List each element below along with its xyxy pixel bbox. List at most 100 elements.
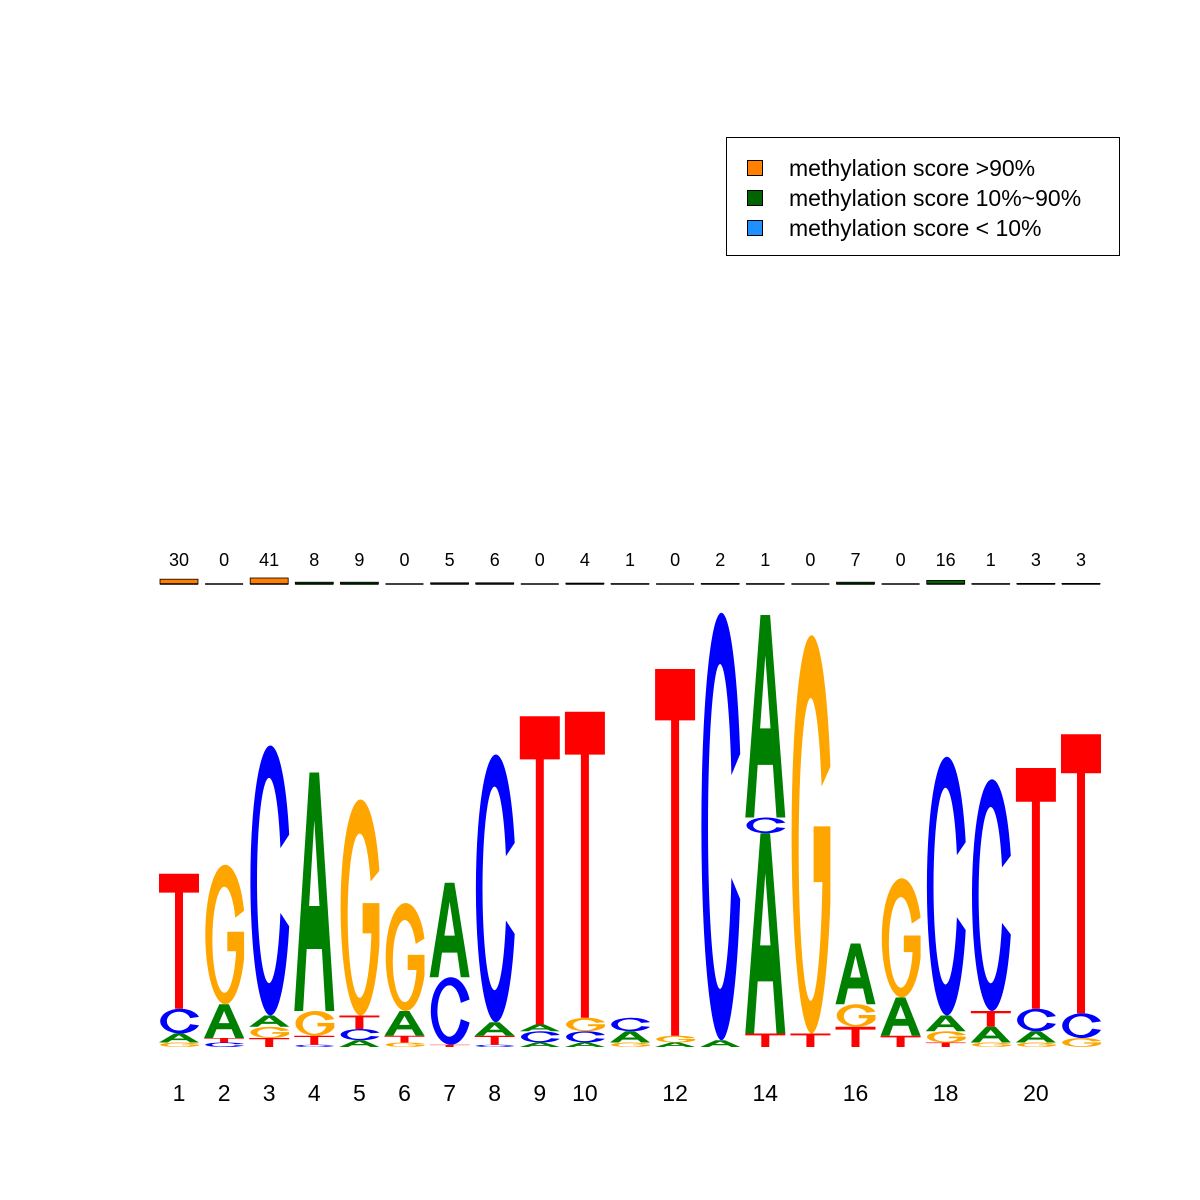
letter-T [519, 716, 560, 1025]
methylation-count: 1 [986, 550, 996, 570]
letter-C [1017, 1008, 1056, 1032]
letter-A [159, 1033, 199, 1043]
letter-A [339, 1040, 380, 1047]
letter-A [519, 1024, 560, 1032]
letter-G [385, 903, 425, 1011]
legend-item-mid: methylation score 10%~90% [747, 183, 1081, 213]
x-tick-label: 9 [533, 1080, 546, 1106]
letter-C [701, 612, 741, 1041]
methylation-counts: 30 0 41 8 9 0 5 6 0 4 1 0 2 1 0 7 0 16 1 3 3 [169, 550, 1086, 570]
legend-label-mid: methylation score 10%~90% [789, 184, 1082, 211]
letter-C [340, 1029, 380, 1041]
x-tick-label: 18 [933, 1080, 959, 1106]
methylation-count: 9 [354, 550, 364, 570]
letter-A [294, 772, 335, 1011]
letter-G [971, 1042, 1011, 1047]
letter-G [385, 1042, 425, 1047]
letter-A [835, 943, 876, 1005]
methylation-count: 3 [1076, 550, 1086, 570]
letter-T [294, 1035, 335, 1045]
x-tick-label: 8 [488, 1080, 501, 1106]
letter-C [430, 977, 470, 1045]
methylation-count: 5 [445, 550, 455, 570]
letter-G [656, 1035, 696, 1043]
letter-A [700, 1040, 741, 1047]
letter-T [339, 1015, 380, 1029]
letter-T [745, 1033, 786, 1047]
letter-A [474, 1022, 515, 1036]
x-tick-label: 5 [353, 1080, 366, 1106]
letter-C [520, 1031, 560, 1043]
letter-A [564, 1042, 605, 1047]
methylation-count: 3 [1031, 550, 1041, 570]
letter-A [970, 1026, 1011, 1043]
letter-A [519, 1042, 560, 1047]
letter-T [249, 1038, 290, 1047]
letter-C [205, 1042, 245, 1047]
x-tick-label: 12 [662, 1080, 688, 1106]
methylation-count: 0 [399, 550, 409, 570]
letter-G [340, 799, 380, 1016]
legend-swatch-low [747, 220, 763, 236]
methylation-count: 1 [625, 550, 635, 570]
letter-G [926, 1031, 966, 1043]
methylation-count: 0 [670, 550, 680, 570]
methylation-count: 16 [936, 550, 956, 570]
letter-G [881, 878, 921, 998]
methylation-count: 0 [219, 550, 229, 570]
letter-C [926, 756, 966, 1016]
x-tick-label: 2 [218, 1080, 231, 1106]
letter-T [204, 1038, 245, 1043]
letter-A [384, 1011, 425, 1036]
x-tick-label: 10 [572, 1080, 598, 1106]
letter-T [384, 1035, 425, 1043]
letter-A [745, 833, 786, 1034]
letter-G [566, 1017, 605, 1032]
letter-G [1017, 1042, 1056, 1047]
letter-G [160, 1042, 199, 1047]
methylation-count: 0 [896, 550, 906, 570]
letter-T [564, 711, 605, 1018]
letter-C [971, 779, 1011, 1011]
letter-T [970, 1011, 1011, 1027]
letter-T [835, 1026, 876, 1047]
legend-item-low: methylation score < 10% [747, 213, 1042, 243]
letter-C [475, 1044, 515, 1047]
letter-G [295, 1011, 335, 1036]
letter-T [1061, 734, 1101, 1014]
letter-G [1062, 1038, 1101, 1047]
letter-C [611, 1017, 650, 1032]
letter-A [880, 997, 921, 1036]
x-tick-label: 1 [173, 1080, 186, 1106]
letter-C [295, 1044, 335, 1047]
methylation-count: 0 [805, 550, 815, 570]
letter-G [791, 635, 831, 1034]
methylation-count: 2 [715, 550, 725, 570]
methylation-count: 6 [490, 550, 500, 570]
letter-G [250, 1026, 290, 1038]
x-tick-label: 3 [263, 1080, 276, 1106]
letter-T [655, 669, 696, 1036]
methylation-count: 7 [850, 550, 860, 570]
legend-label-low: methylation score < 10% [789, 214, 1042, 241]
legend-item-high: methylation score >90% [747, 153, 1035, 183]
legend-swatch-mid [747, 190, 763, 206]
letter-G [836, 1004, 876, 1027]
letter-A [204, 1004, 245, 1038]
letter-C [160, 1008, 199, 1034]
letter-C [746, 817, 786, 834]
x-tick-label: 14 [753, 1080, 779, 1106]
letter-T [159, 873, 199, 1009]
logo-letters [159, 612, 1101, 1047]
legend-label-high: methylation score >90% [789, 154, 1036, 181]
methylation-count: 30 [169, 550, 189, 570]
x-tick-label: 6 [398, 1080, 411, 1106]
letter-G [611, 1042, 650, 1047]
letter-T [880, 1035, 921, 1047]
letter-A [655, 1042, 696, 1047]
legend-swatch-high [747, 160, 763, 176]
letter-A [925, 1015, 966, 1032]
letter-T [790, 1033, 831, 1047]
methylation-count: 8 [309, 550, 319, 570]
